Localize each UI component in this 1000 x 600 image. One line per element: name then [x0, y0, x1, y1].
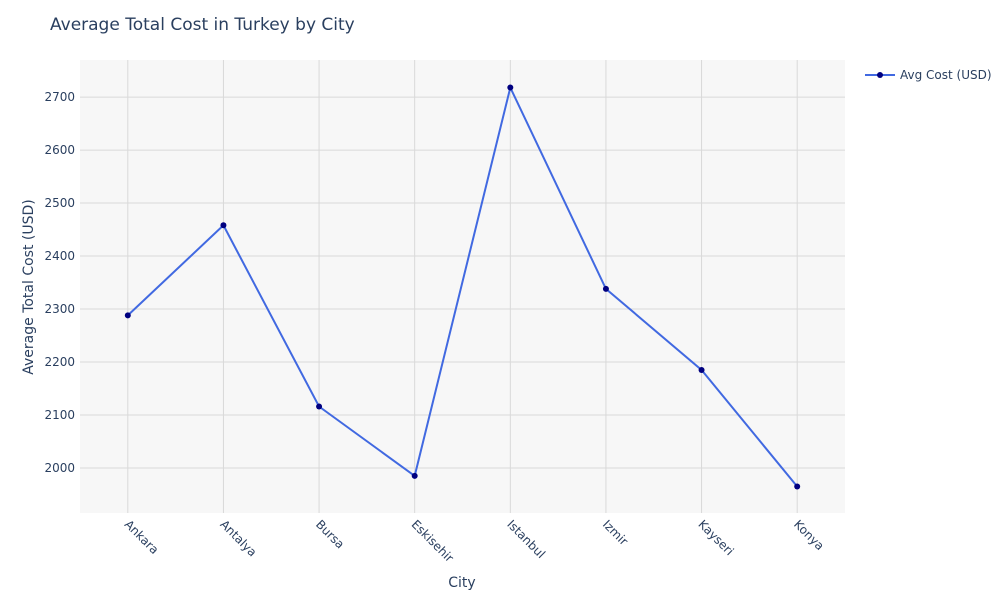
data-point[interactable] — [507, 84, 514, 91]
series-line — [127, 84, 798, 488]
data-point[interactable] — [124, 312, 131, 319]
chart-title: Average Total Cost in Turkey by City — [50, 15, 355, 35]
y-tick-label: 2600 — [44, 143, 75, 157]
x-tick-label: Bursa — [313, 517, 347, 551]
x-tick-label: Eskisehir — [409, 517, 457, 565]
x-tick-label: Istanbul — [504, 517, 548, 561]
x-tick-label: Antalya — [217, 517, 259, 559]
x-axis-title: City — [448, 575, 475, 591]
data-point[interactable] — [602, 285, 609, 292]
data-point[interactable] — [794, 483, 801, 490]
data-point[interactable] — [411, 472, 418, 479]
data-point[interactable] — [316, 403, 323, 410]
y-tick-label: 2200 — [44, 355, 75, 369]
x-tick-label: Ankara — [122, 517, 162, 557]
x-axis-ticks: Ankara Antalya Bursa Eskisehir Istanbul Izmir… — [122, 517, 827, 565]
y-tick-label: 2100 — [44, 408, 75, 422]
y-tick-label: 2700 — [44, 90, 75, 104]
data-point[interactable] — [220, 222, 227, 229]
x-tick-label: Kayseri — [695, 517, 736, 558]
y-tick-label: 2500 — [44, 196, 75, 210]
x-tick-label: Konya — [791, 517, 827, 553]
y-axis-ticks: 2000 2100 2200 2300 2400 2500 2600 2700 — [44, 90, 75, 475]
legend-marker-swatch — [877, 72, 883, 78]
data-point[interactable] — [698, 366, 705, 373]
legend[interactable]: Avg Cost (USD) — [865, 68, 992, 82]
x-tick-label: Izmir — [600, 517, 631, 548]
y-axis-title: Average Total Cost (USD) — [21, 199, 37, 375]
series-layer — [124, 84, 801, 490]
y-tick-label: 2300 — [44, 302, 75, 316]
y-tick-label: 2000 — [44, 461, 75, 475]
plot-area — [80, 60, 845, 513]
y-tick-label: 2400 — [44, 249, 75, 263]
legend-label: Avg Cost (USD) — [900, 68, 992, 82]
